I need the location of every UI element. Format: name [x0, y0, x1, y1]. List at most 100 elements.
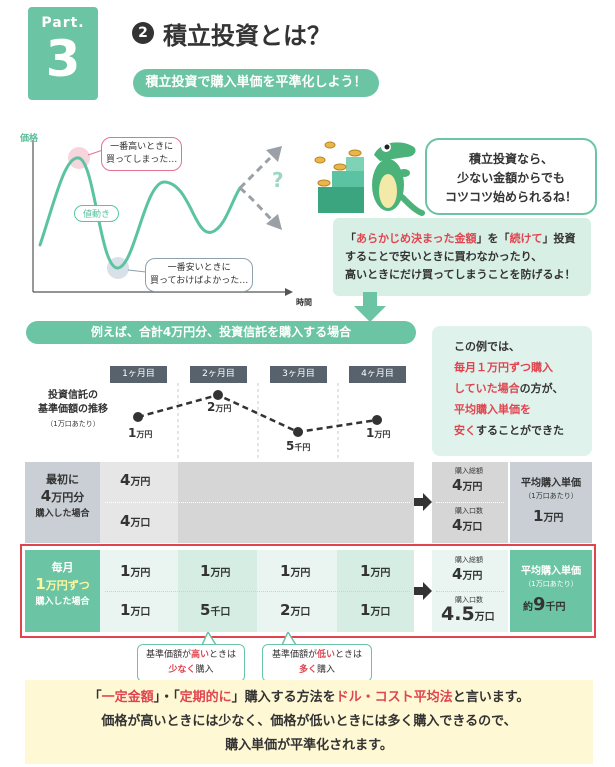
nav-trend-line	[137, 393, 378, 434]
monthly-total-amount-unit: 万円	[462, 571, 483, 582]
monthly-units-value: 2	[280, 601, 291, 619]
monthly-units-4: 1万口	[360, 601, 390, 619]
month-label-2: 2ヶ月目	[190, 366, 247, 383]
bottom-text: 」・「	[153, 690, 180, 705]
lump-average-sub: （1万口あたり）	[524, 492, 578, 500]
callout-high-price: 基準価額が高いときは 少なく購入	[137, 644, 245, 682]
coin-icon	[317, 179, 331, 187]
part-badge: Part. 3	[28, 7, 98, 100]
result-text: の方が、	[519, 382, 564, 395]
x-axis-arrow-icon	[285, 288, 293, 296]
up-dashed-arrow	[238, 156, 272, 190]
monthly-total-units: 4.5万口	[441, 603, 495, 625]
monthly-head-unit: 万円ずつ	[45, 579, 90, 592]
part-number: 3	[45, 30, 81, 88]
month-label-3: 3ヶ月目	[270, 366, 327, 383]
monthly-total-amount-value: 4	[452, 565, 463, 583]
bottom-text: 「	[88, 690, 102, 705]
lump-amount-value: 4	[120, 471, 131, 489]
lump-total-amount-value: 4	[452, 476, 463, 494]
monthly-average-cell	[510, 550, 592, 632]
monthly-total-divider	[436, 591, 504, 592]
bottom-line-1: 「一定金額」・「定期的に」購入する方法をドル・コスト平均法と言います。	[25, 686, 593, 710]
nav-trend-label: 投資信託の 基準価額の推移 （1万口あたり）	[38, 389, 108, 431]
bottom-line-2: 価格が高いときには少なく、価格が低いときには多く購入できるので、	[101, 714, 517, 729]
up-arrow-head-icon	[266, 146, 282, 162]
wave-label: 値動き	[74, 205, 120, 222]
monthly-units-value: 5	[200, 601, 211, 619]
coin-icon	[314, 156, 326, 164]
monthly-average: 約9千円	[523, 594, 566, 615]
nav-unit: 万円	[215, 404, 232, 413]
result-summary-box: この例では、 毎月１万円ずつ購入 していた場合の方が、 平均購入単価を 安くする…	[432, 326, 592, 456]
nav-point-label-3: 5千円	[286, 439, 310, 453]
explanation-box: 「あらかじめ決まった金額」を「続けて」投資 することで安いときに買わなかったり、…	[333, 218, 591, 296]
nav-line-chart	[133, 390, 382, 437]
low-price-bubble: 一番安いときに 買っておけばよかった…	[145, 258, 254, 292]
monthly-total-units-unit: 万口	[474, 612, 495, 623]
callout-highlight: 多く	[298, 665, 317, 675]
callout-low-line-1: 基準価額が低いときは	[263, 648, 371, 663]
nav-value: 5	[286, 439, 295, 453]
lump-total-units-label: 購入口数	[455, 507, 483, 515]
monthly-total-units-label: 購入口数	[455, 596, 483, 604]
page-subtitle: 積立投資で購入単価を平準化しよう！	[133, 69, 379, 97]
lump-units: 4万口	[120, 512, 150, 530]
lump-average-value: 1	[533, 507, 544, 525]
nav-unit: 万円	[136, 430, 153, 439]
speech-line-1: 積立投資なら、	[468, 152, 553, 166]
title-number-badge: 2	[132, 22, 154, 44]
bottom-text: 」購入する方法を	[231, 690, 336, 705]
monthly-amount-value: 1	[280, 562, 291, 580]
explain-line-3: 高いときにだけ買ってしまうことを防げるよ！	[345, 268, 576, 281]
lump-total-units-unit: 万口	[462, 522, 483, 533]
bottom-line-3: 購入単価が平準化されます。	[225, 738, 393, 753]
monthly-row-header: 毎月 1万円ずつ 購入した場合	[25, 550, 100, 632]
callout-low-price: 基準価額が低いときは 多く購入	[262, 644, 372, 682]
callout-text: 購入	[195, 665, 214, 675]
nav-value: 1	[128, 426, 137, 440]
monthly-amount-value: 1	[120, 562, 131, 580]
coin-icon	[348, 149, 362, 157]
bottom-summary-box: 「一定金額」・「定期的に」購入する方法をドル・コスト平均法と言います。 価格が高…	[25, 680, 593, 764]
callout-high-line-2: 少なく購入	[138, 663, 244, 678]
lump-average-unit: 万円	[543, 513, 564, 524]
lump-head-line-3: 購入した場合	[35, 509, 90, 519]
monthly-average-unit: 千円	[545, 602, 566, 613]
nav-unit: 千円	[294, 443, 311, 452]
nav-label-line-2: 基準価額の推移	[38, 404, 108, 415]
result-text: することができた	[476, 424, 564, 437]
nav-point-label-1: 1万円	[128, 426, 152, 440]
monthly-units-value: 1	[360, 601, 371, 619]
stair-block	[318, 187, 364, 213]
monthly-row-arrow-icon	[414, 582, 432, 600]
high-bubble-line-1: 一番高いときに	[110, 142, 174, 152]
down-dashed-arrow	[239, 186, 274, 222]
lump-units-unit: 万口	[130, 518, 151, 529]
callout-text: ときは	[335, 650, 363, 660]
nav-point-3	[293, 427, 303, 437]
callout-high-line-1: 基準価額が高いときは	[138, 648, 244, 663]
monthly-amount-value: 1	[200, 562, 211, 580]
callout-text: ときは	[209, 650, 237, 660]
low-bubble-line-1: 一番安いときに	[167, 263, 231, 273]
nav-label-unit: （1万口あたり）	[46, 420, 100, 428]
lump-head-number: 4	[40, 487, 52, 505]
crocodile-arm	[398, 169, 410, 177]
crocodile-belly	[379, 174, 397, 208]
nav-unit: 万円	[374, 430, 391, 439]
lump-head-line-2: 4万円分	[25, 488, 100, 506]
lump-head-line-1: 最初に	[46, 473, 79, 486]
high-price-bubble: 一番高いときに 買ってしまった…	[101, 137, 183, 171]
nav-point-4	[372, 415, 382, 425]
monthly-units-unit: 万口	[290, 607, 311, 618]
question-mark: ?	[272, 168, 284, 192]
result-line-4: 平均購入単価を	[454, 403, 531, 416]
result-line-3: していた場合の方が、	[454, 378, 592, 399]
bottom-text: と言います。	[452, 690, 530, 705]
lump-row-arrow-icon	[414, 493, 432, 511]
lump-amount: 4万円	[120, 471, 150, 489]
monthly-average-sub: （1万口あたり）	[524, 580, 578, 588]
monthly-head-line-1: 毎月	[51, 561, 74, 574]
monthly-amount-2: 1万円	[200, 562, 230, 580]
